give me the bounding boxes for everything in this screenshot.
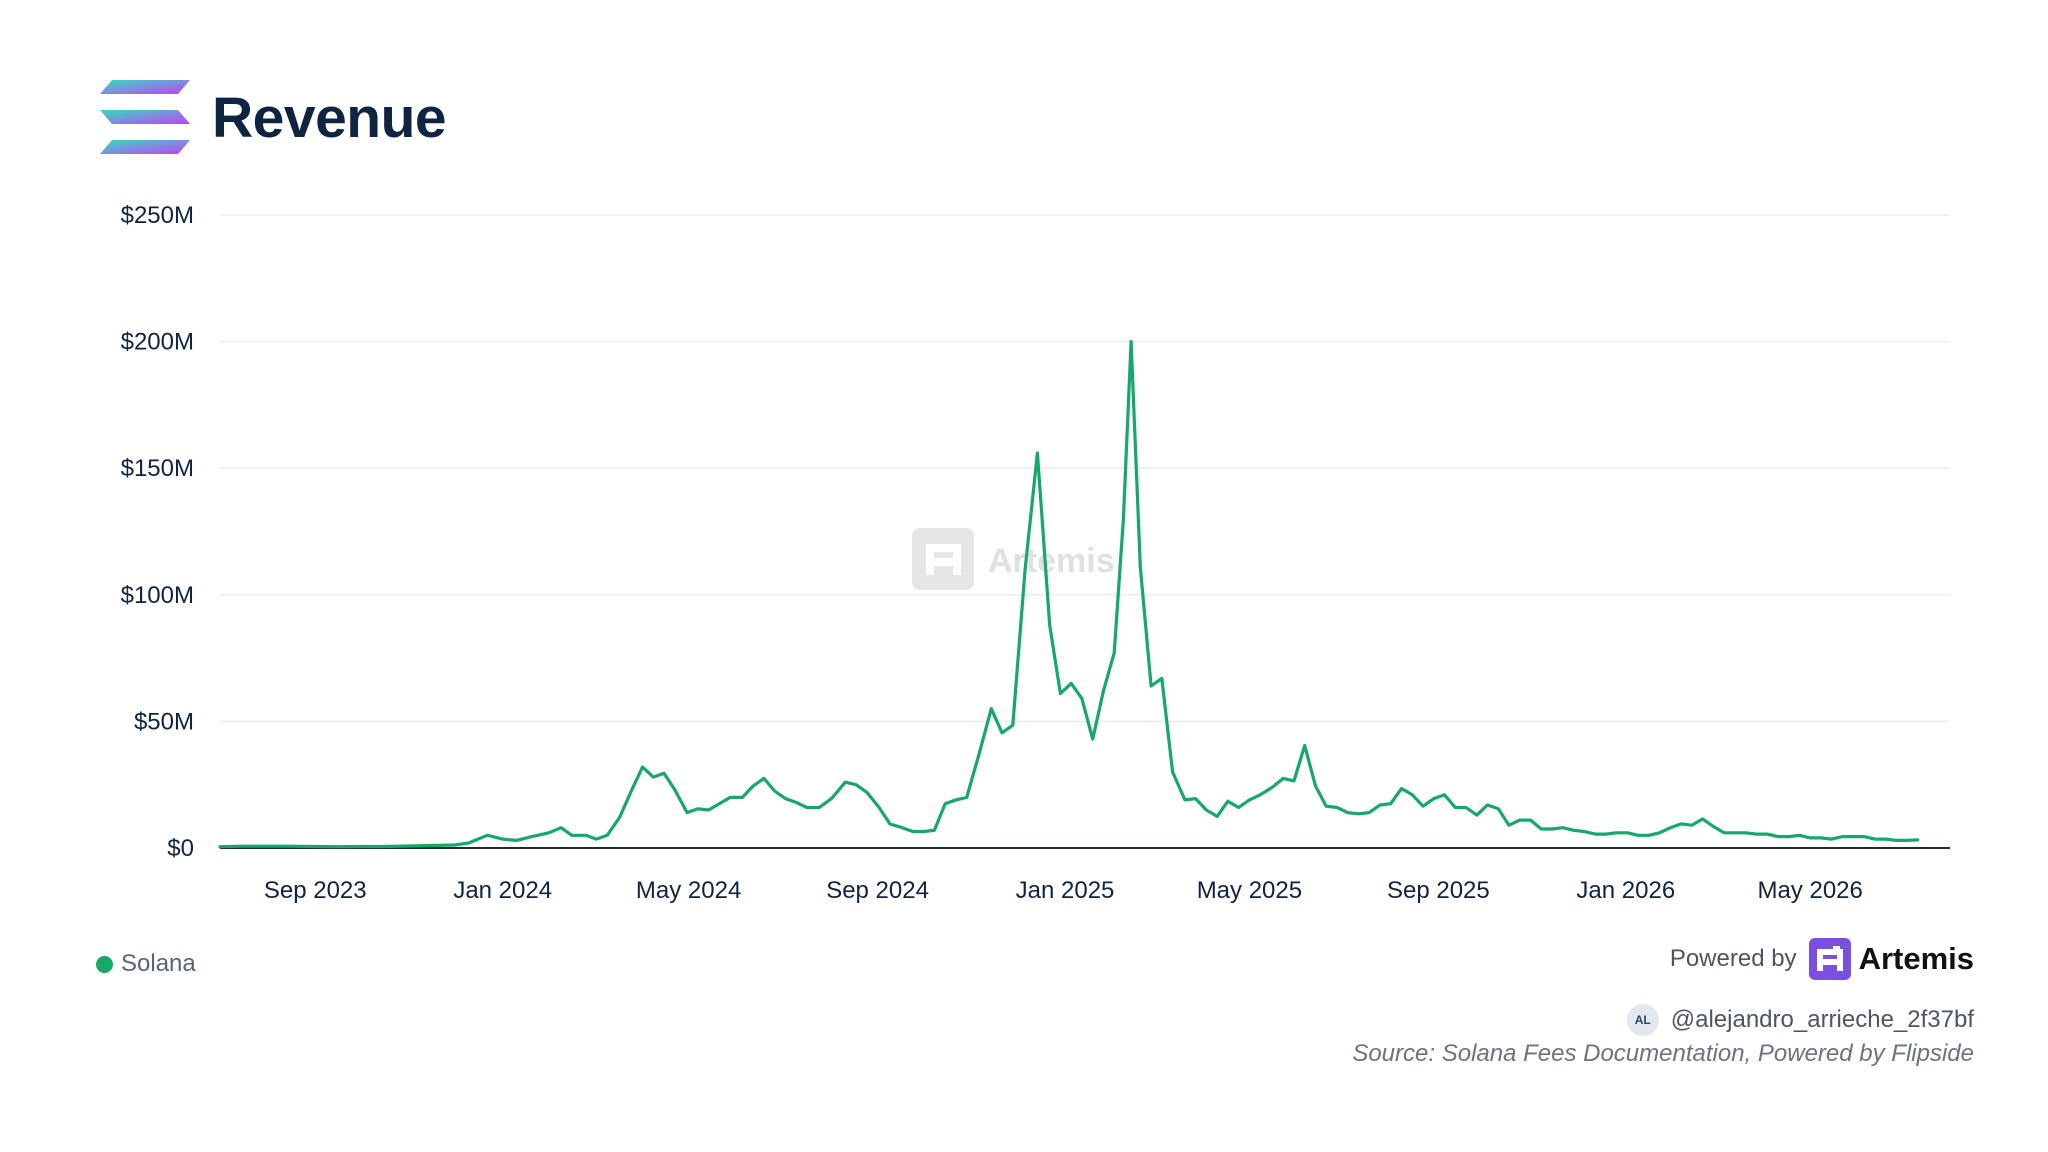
x-tick-label: May 2025 bbox=[1197, 877, 1302, 904]
legend-label: Solana bbox=[121, 950, 196, 977]
author[interactable]: AL @alejandro_arrieche_2f37bf bbox=[1626, 1004, 1974, 1036]
x-tick-label: Sep 2024 bbox=[826, 877, 929, 904]
gridlines bbox=[220, 214, 1950, 849]
avatar: AL bbox=[1626, 1004, 1659, 1036]
series-layer bbox=[218, 340, 1920, 849]
watermark: Artemis bbox=[912, 528, 1115, 590]
x-tick-label: Jan 2025 bbox=[1016, 877, 1115, 904]
y-tick-label: $200M bbox=[121, 329, 194, 356]
artemis-brand: Artemis bbox=[1858, 941, 1974, 976]
x-tick-label: Jan 2024 bbox=[453, 877, 552, 904]
x-tick-label: May 2024 bbox=[636, 877, 741, 904]
x-axis: Sep 2023 Jan 2024 May 2024 Sep 2024 Jan 2025… bbox=[264, 877, 1863, 904]
series-line-solana[interactable] bbox=[218, 340, 1920, 849]
chart-header: Revenue bbox=[96, 78, 447, 158]
x-tick-label: Sep 2023 bbox=[264, 877, 367, 904]
y-tick-label: $150M bbox=[121, 455, 194, 482]
legend[interactable]: Solana bbox=[96, 950, 196, 978]
chart-title: Revenue bbox=[212, 86, 447, 150]
x-tick-label: May 2026 bbox=[1757, 877, 1862, 904]
y-axis: $0 $50M $100M $150M $200M $250M bbox=[121, 202, 194, 862]
source-note: Source: Solana Fees Documentation, Power… bbox=[1352, 1040, 1974, 1067]
y-tick-label: $100M bbox=[121, 582, 194, 609]
y-tick-label: $50M bbox=[134, 708, 194, 735]
watermark-text: Artemis bbox=[988, 542, 1115, 580]
x-tick-label: Jan 2026 bbox=[1576, 877, 1675, 904]
y-tick-label: $250M bbox=[121, 202, 194, 229]
legend-swatch bbox=[96, 955, 113, 973]
solana-logo-icon bbox=[100, 80, 190, 154]
powered-by-label: Powered by bbox=[1669, 945, 1797, 972]
powered-by[interactable]: Powered by Artemis bbox=[1670, 938, 1974, 980]
x-tick-label: Sep 2025 bbox=[1387, 877, 1490, 904]
y-tick-label: $0 bbox=[167, 835, 194, 862]
author-handle: @alejandro_arrieche_2f37bf bbox=[1670, 1006, 1974, 1033]
artemis-logo-icon bbox=[1808, 938, 1851, 980]
